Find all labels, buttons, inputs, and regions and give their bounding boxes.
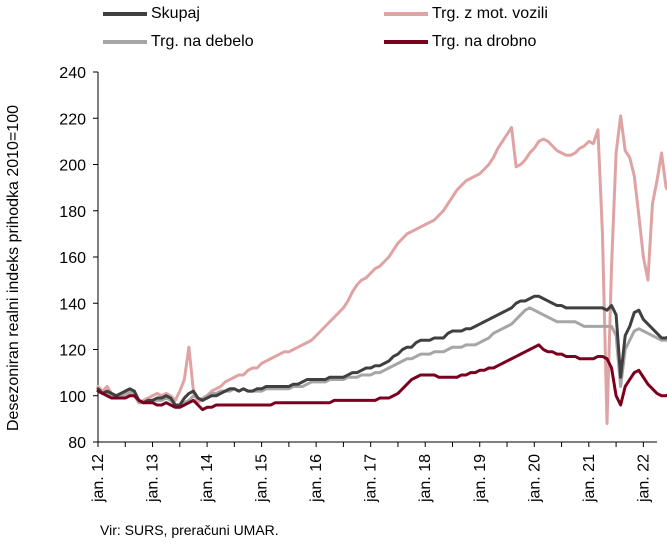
x-tick-label: jan. 14 (199, 454, 216, 503)
x-tick-label: jan. 22 (635, 454, 652, 503)
legend-swatch (384, 12, 428, 16)
legend-label: Trg. z mot. vozili (432, 5, 548, 22)
series-line-trg-na-drobno (96, 343, 667, 412)
y-tick-label: 160 (59, 250, 86, 267)
y-tick-label: 80 (68, 435, 86, 452)
legend-label: Trg. na drobno (432, 33, 537, 50)
series-lines (96, 114, 667, 425)
y-tick-label: 120 (59, 343, 86, 360)
y-tick-label: 140 (59, 296, 86, 313)
legend-label: Trg. na debelo (151, 33, 254, 50)
legend-label: Skupaj (151, 5, 200, 22)
x-tick-label: jan. 16 (308, 454, 325, 503)
x-tick-label: jan. 19 (472, 454, 489, 503)
x-tick-label: jan. 15 (254, 454, 271, 503)
x-axis: jan. 12 jan. 13 jan. 14 jan. 15 jan. 16 jan. … (90, 441, 657, 503)
y-tick-label: 200 (59, 158, 86, 175)
series-line-trg-z-mot-vozili (96, 114, 667, 425)
x-tick-label: jan. 21 (581, 454, 598, 503)
x-tick-label: jan. 20 (526, 454, 543, 503)
x-tick-label: jan. 12 (90, 454, 107, 503)
x-tick-label: jan. 17 (363, 454, 380, 503)
series-line-trg-na-debelo (96, 306, 667, 407)
source-note: Vir: SURS, preračuni UMAR. (100, 522, 279, 538)
x-tick-label: jan. 13 (145, 454, 162, 503)
y-axis-title-text: Desezoniran realni indeks prihodka 2010=… (5, 105, 22, 431)
series-line-skupaj (96, 294, 667, 407)
legend-swatch (384, 40, 428, 44)
y-tick-label: 240 (59, 65, 86, 82)
legend-swatch (103, 12, 147, 16)
y-tick-label: 180 (59, 204, 86, 221)
legend-swatch (103, 40, 147, 44)
y-axis: 80 100 120 140 160 180 200 220 240 (59, 65, 99, 452)
x-tick-label: jan. 18 (417, 454, 434, 503)
y-tick-label: 100 (59, 389, 86, 406)
y-tick-label: 220 (59, 111, 86, 128)
